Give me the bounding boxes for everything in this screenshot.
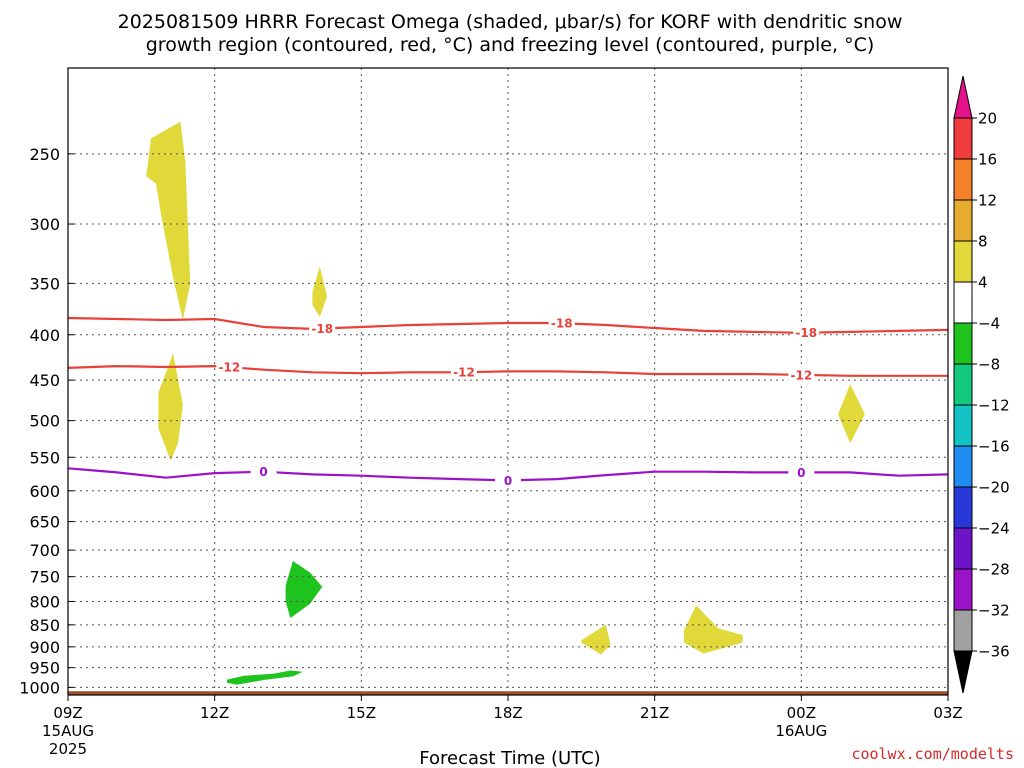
colorbar-segment-12 bbox=[953, 609, 973, 652]
contour-label-bg bbox=[788, 465, 815, 480]
contour-label-0-1: 0 bbox=[504, 474, 512, 488]
contour-label-bg bbox=[788, 367, 815, 382]
colorbar-label-12: −32 bbox=[978, 602, 1010, 620]
y-tick-label-550: 550 bbox=[29, 448, 60, 467]
y-tick-label-1000: 1000 bbox=[19, 678, 60, 697]
y-tick-label-450: 450 bbox=[29, 371, 60, 390]
x-axis-label: Forecast Time (UTC) bbox=[419, 748, 600, 768]
contour-label--12-1: -12 bbox=[453, 366, 475, 380]
x-tick-label-18Z: 18Z bbox=[493, 704, 522, 722]
y-tick-label-400: 400 bbox=[29, 326, 60, 345]
contour-label-bg bbox=[250, 464, 277, 479]
y-tick-label-700: 700 bbox=[29, 541, 60, 560]
contour-label-bg bbox=[548, 316, 575, 331]
contour-label-bg bbox=[793, 325, 820, 340]
colorbar-legend: 20 16 12 8 4 −4 −8 −12 −16 −20 −24 −28 −32 −36 bbox=[953, 75, 1010, 694]
colorbar-label-10: −24 bbox=[978, 520, 1010, 538]
contour-label--12-2: -12 bbox=[790, 368, 812, 382]
contour-label--18-0: -18 bbox=[311, 322, 333, 336]
x-tick-date-09Z: 15AUG bbox=[42, 722, 94, 740]
ground-surface bbox=[68, 691, 948, 695]
y-tick-label-650: 650 bbox=[29, 513, 60, 532]
colorbar-segment-5 bbox=[953, 322, 973, 365]
y-tick-label-900: 900 bbox=[29, 638, 60, 657]
colorbar-segment-2 bbox=[953, 199, 973, 242]
colorbar-label-0: 20 bbox=[978, 110, 997, 128]
y-tick-label-500: 500 bbox=[29, 412, 60, 431]
colorbar-segment-8 bbox=[953, 445, 973, 488]
x-tick-label-12Z: 12Z bbox=[200, 704, 229, 722]
omega-region-5 bbox=[684, 605, 743, 654]
omega-region-3 bbox=[838, 384, 865, 444]
contour-label-bg bbox=[451, 365, 477, 380]
y-tick-label-850: 850 bbox=[29, 616, 60, 635]
colorbar-segment-9 bbox=[953, 486, 973, 529]
colorbar-label-5: −4 bbox=[978, 315, 1000, 333]
colorbar-segment-7 bbox=[953, 404, 973, 447]
colorbar-segment-10 bbox=[953, 527, 973, 570]
chart-title-line1: 2025081509 HRRR Forecast Omega (shaded, … bbox=[118, 11, 903, 33]
y-tick-label-950: 950 bbox=[29, 659, 60, 678]
colorbar-segment-1 bbox=[953, 158, 973, 201]
contour-label--18-1: -18 bbox=[551, 317, 573, 331]
x-tick-label-15Z: 15Z bbox=[347, 704, 376, 722]
colorbar-label-11: −28 bbox=[978, 561, 1010, 579]
colorbar-label-4: 4 bbox=[978, 274, 988, 292]
grid-lines bbox=[68, 68, 948, 695]
colorbar-segment-0 bbox=[953, 117, 973, 160]
colorbar-label-8: −16 bbox=[978, 438, 1010, 456]
colorbar-label-9: −20 bbox=[978, 479, 1010, 497]
omega-region-1 bbox=[312, 266, 328, 317]
chart-title-line2: growth region (contoured, red, °C) and f… bbox=[146, 34, 875, 56]
contour-label--12-0: -12 bbox=[218, 361, 240, 375]
y-tick-label-800: 800 bbox=[29, 593, 60, 612]
y-tick-label-350: 350 bbox=[29, 274, 60, 293]
colorbar-segment-11 bbox=[953, 568, 973, 611]
contour-label-0-2: 0 bbox=[797, 466, 805, 480]
colorbar-label-2: 12 bbox=[978, 192, 997, 210]
colorbar-label-6: −8 bbox=[978, 356, 1000, 374]
x-tick-date-00Z: 16AUG bbox=[775, 722, 827, 740]
colorbar-segment-3 bbox=[953, 240, 973, 283]
colorbar-label-7: −12 bbox=[978, 397, 1010, 415]
x-tick-year-09Z: 2025 bbox=[49, 740, 87, 758]
y-tick-label-250: 250 bbox=[29, 145, 60, 164]
credit-text: coolwx.com/modelts bbox=[851, 745, 1014, 763]
colorbar-label-3: 8 bbox=[978, 233, 988, 251]
x-tick-label-00Z: 00Z bbox=[787, 704, 816, 722]
colorbar-bottom-arrow bbox=[953, 650, 973, 694]
colorbar-top-arrow bbox=[953, 75, 973, 119]
omega-region-0 bbox=[146, 121, 191, 320]
omega-region-7 bbox=[226, 670, 303, 685]
x-tick-label-09Z: 09Z bbox=[53, 704, 82, 722]
omega-region-6 bbox=[285, 561, 323, 618]
colorbar-label-1: 16 bbox=[978, 151, 997, 169]
y-tick-label-600: 600 bbox=[29, 482, 60, 501]
x-tick-label-03Z: 03Z bbox=[933, 704, 962, 722]
colorbar-segment-4 bbox=[953, 281, 973, 324]
x-tick-label-21Z: 21Z bbox=[640, 704, 669, 722]
omega-region-2 bbox=[158, 353, 183, 461]
contour-label-bg bbox=[495, 473, 521, 488]
omega-region-4 bbox=[581, 624, 611, 655]
contour-label-bg bbox=[309, 321, 336, 336]
omega-shading-layer bbox=[146, 121, 865, 685]
contour-labels: -18 -18 -18 -12 -12 -12 0 0 0 bbox=[216, 316, 820, 488]
y-axis-ticks: 250 300 350 400 450 500 550 600 650 700 750 800 850 9… bbox=[19, 145, 74, 697]
contour-label-0-0: 0 bbox=[259, 465, 267, 479]
contour-label--18-2: -18 bbox=[795, 326, 817, 340]
y-tick-label-300: 300 bbox=[29, 215, 60, 234]
colorbar-label-13: −36 bbox=[978, 643, 1010, 661]
colorbar-segment-6 bbox=[953, 363, 973, 406]
contour-label-bg bbox=[216, 360, 243, 375]
y-tick-label-750: 750 bbox=[29, 568, 60, 587]
